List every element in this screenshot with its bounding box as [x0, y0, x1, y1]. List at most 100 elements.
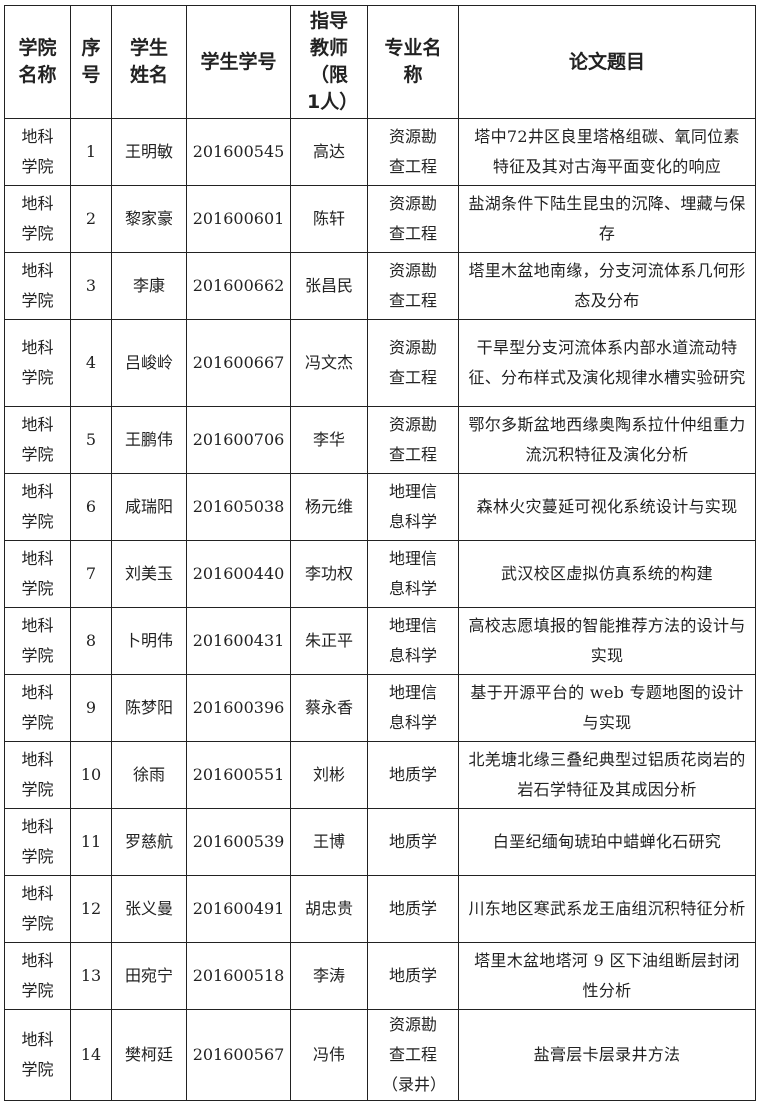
advisor-cell: 冯伟	[290, 1009, 368, 1101]
thesis-title-cell: 白垩纪缅甸琥珀中蜡蝉化石研究	[458, 808, 756, 876]
student-name-cell: 咸瑞阳	[111, 473, 187, 541]
student-id-cell: 201600396	[186, 674, 291, 742]
thesis-table: 学院名称 序号 学生姓名 学生学号 指导教师（限1人） 专业名称 论文题目 地科…	[4, 5, 756, 1101]
student-name-cell: 刘美玉	[111, 540, 187, 608]
major-cell: 资源勘查工程	[367, 118, 459, 186]
thesis-title-cell: 武汉校区虚拟仿真系统的构建	[458, 540, 756, 608]
header-id: 学生学号	[186, 5, 291, 119]
major-cell: 资源勘查工程	[367, 252, 459, 320]
major-cell: 资源勘查工程（录井）	[367, 1009, 459, 1101]
college-cell: 地科学院	[4, 674, 71, 742]
major-cell: 资源勘查工程	[367, 185, 459, 253]
thesis-title-cell: 基于开源平台的 web 专题地图的设计与实现	[458, 674, 756, 742]
table-row: 地科学院 13 田宛宁 201600518 李涛 地质学 塔里木盆地塔河 9 区下油组断层封…	[4, 942, 756, 1010]
table-row: 地科学院 6 咸瑞阳 201605038 杨元维 地理信息科学 森林火灾蔓延可视化系统设计与…	[4, 473, 756, 541]
student-id-cell: 201600518	[186, 942, 291, 1010]
advisor-cell: 刘彬	[290, 741, 368, 809]
student-name-cell: 樊柯廷	[111, 1009, 187, 1101]
student-id-cell: 201605038	[186, 473, 291, 541]
college-cell: 地科学院	[4, 319, 71, 407]
college-cell: 地科学院	[4, 607, 71, 675]
table-row: 地科学院 2 黎家豪 201600601 陈轩 资源勘查工程 盐湖条件下陆生昆虫的沉降、埋藏…	[4, 185, 756, 253]
table-row: 地科学院 7 刘美玉 201600440 李功权 地理信息科学 武汉校区虚拟仿真系统的构建	[4, 540, 756, 608]
number-cell: 4	[70, 319, 112, 407]
major-cell: 地质学	[367, 808, 459, 876]
advisor-cell: 冯文杰	[290, 319, 368, 407]
header-advisor: 指导教师（限1人）	[290, 5, 368, 119]
student-name-cell: 田宛宁	[111, 942, 187, 1010]
table-row: 地科学院 8 卜明伟 201600431 朱正平 地理信息科学 高校志愿填报的智能推荐方法的…	[4, 607, 756, 675]
number-cell: 5	[70, 406, 112, 474]
major-cell: 地质学	[367, 741, 459, 809]
number-cell: 13	[70, 942, 112, 1010]
thesis-title-cell: 塔中72井区良里塔格组碳、氧同位素特征及其对古海平面变化的响应	[458, 118, 756, 186]
college-cell: 地科学院	[4, 1009, 71, 1101]
number-cell: 12	[70, 875, 112, 943]
student-id-cell: 201600431	[186, 607, 291, 675]
number-cell: 10	[70, 741, 112, 809]
number-cell: 1	[70, 118, 112, 186]
major-cell: 地质学	[367, 875, 459, 943]
advisor-cell: 蔡永香	[290, 674, 368, 742]
number-cell: 6	[70, 473, 112, 541]
table-row: 地科学院 3 李康 201600662 张昌民 资源勘查工程 塔里木盆地南缘，分支河流体系几…	[4, 252, 756, 320]
number-cell: 2	[70, 185, 112, 253]
header-no: 序号	[70, 5, 112, 119]
student-id-cell: 201600551	[186, 741, 291, 809]
table-row: 地科学院 4 吕峻岭 201600667 冯文杰 资源勘查工程 干旱型分支河流体系内部水道流…	[4, 319, 756, 407]
table-row: 地科学院 9 陈梦阳 201600396 蔡永香 地理信息科学 基于开源平台的 web 专题…	[4, 674, 756, 742]
student-id-cell: 201600567	[186, 1009, 291, 1101]
student-id-cell: 201600545	[186, 118, 291, 186]
college-cell: 地科学院	[4, 252, 71, 320]
major-cell: 资源勘查工程	[367, 406, 459, 474]
major-cell: 地理信息科学	[367, 473, 459, 541]
student-name-cell: 陈梦阳	[111, 674, 187, 742]
student-name-cell: 张义曼	[111, 875, 187, 943]
table-row: 地科学院 1 王明敏 201600545 高达 资源勘查工程 塔中72井区良里塔格组碳、氧同…	[4, 118, 756, 186]
student-name-cell: 李康	[111, 252, 187, 320]
table-row: 地科学院 14 樊柯廷 201600567 冯伟 资源勘查工程（录井） 盐膏层卡层录井方法	[4, 1009, 756, 1101]
header-title: 论文题目	[458, 5, 756, 119]
student-name-cell: 吕峻岭	[111, 319, 187, 407]
college-cell: 地科学院	[4, 473, 71, 541]
number-cell: 9	[70, 674, 112, 742]
student-name-cell: 王鹏伟	[111, 406, 187, 474]
advisor-cell: 张昌民	[290, 252, 368, 320]
student-id-cell: 201600662	[186, 252, 291, 320]
thesis-title-cell: 鄂尔多斯盆地西缘奥陶系拉什仲组重力流沉积特征及演化分析	[458, 406, 756, 474]
number-cell: 14	[70, 1009, 112, 1101]
advisor-cell: 李功权	[290, 540, 368, 608]
table-row: 地科学院 10 徐雨 201600551 刘彬 地质学 北羌塘北缘三叠纪典型过铝质花岗岩的岩…	[4, 741, 756, 809]
thesis-title-cell: 川东地区寒武系龙王庙组沉积特征分析	[458, 875, 756, 943]
thesis-title-cell: 高校志愿填报的智能推荐方法的设计与实现	[458, 607, 756, 675]
college-cell: 地科学院	[4, 406, 71, 474]
advisor-cell: 杨元维	[290, 473, 368, 541]
number-cell: 8	[70, 607, 112, 675]
major-cell: 地理信息科学	[367, 674, 459, 742]
major-cell: 地理信息科学	[367, 607, 459, 675]
thesis-title-cell: 森林火灾蔓延可视化系统设计与实现	[458, 473, 756, 541]
student-id-cell: 201600667	[186, 319, 291, 407]
advisor-cell: 李华	[290, 406, 368, 474]
header-college: 学院名称	[4, 5, 71, 119]
advisor-cell: 高达	[290, 118, 368, 186]
student-id-cell: 201600440	[186, 540, 291, 608]
college-cell: 地科学院	[4, 875, 71, 943]
student-name-cell: 徐雨	[111, 741, 187, 809]
table-row: 地科学院 12 张义曼 201600491 胡忠贵 地质学 川东地区寒武系龙王庙组沉积特征分…	[4, 875, 756, 943]
student-id-cell: 201600491	[186, 875, 291, 943]
college-cell: 地科学院	[4, 540, 71, 608]
student-id-cell: 201600601	[186, 185, 291, 253]
number-cell: 11	[70, 808, 112, 876]
thesis-title-cell: 盐湖条件下陆生昆虫的沉降、埋藏与保存	[458, 185, 756, 253]
major-cell: 地质学	[367, 942, 459, 1010]
student-name-cell: 卜明伟	[111, 607, 187, 675]
header-row: 学院名称 序号 学生姓名 学生学号 指导教师（限1人） 专业名称 论文题目	[4, 5, 756, 119]
thesis-title-cell: 塔里木盆地塔河 9 区下油组断层封闭性分析	[458, 942, 756, 1010]
student-name-cell: 黎家豪	[111, 185, 187, 253]
college-cell: 地科学院	[4, 942, 71, 1010]
college-cell: 地科学院	[4, 118, 71, 186]
student-name-cell: 王明敏	[111, 118, 187, 186]
advisor-cell: 陈轩	[290, 185, 368, 253]
major-cell: 地理信息科学	[367, 540, 459, 608]
